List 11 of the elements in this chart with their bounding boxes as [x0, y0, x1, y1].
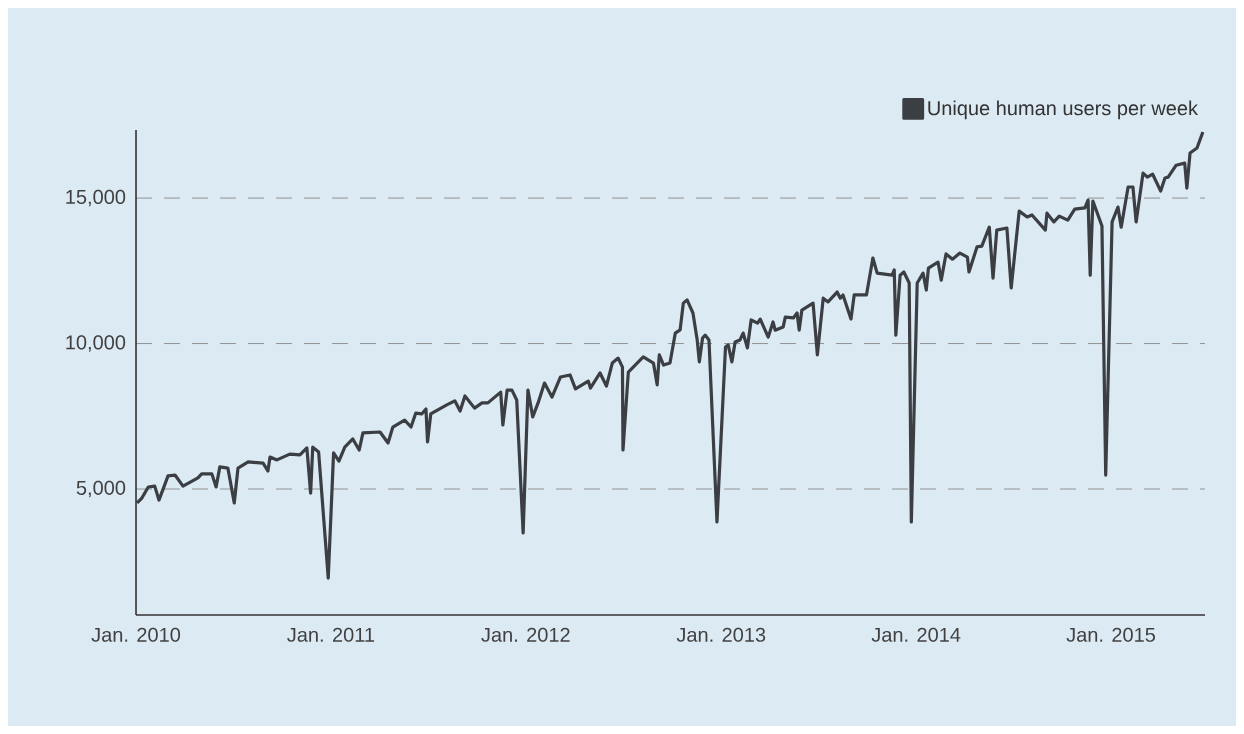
x-tick-label: Jan. 2013	[676, 627, 766, 642]
y-tick-label: 10,000	[66, 335, 126, 352]
y-tick-label: 15,000	[66, 189, 126, 207]
y-tick-label: 5,000	[76, 480, 126, 498]
legend-label: Unique human users per week	[928, 100, 1199, 120]
x-tick-label: Jan. 2015	[1066, 627, 1156, 642]
x-tick-label: Jan. 2010	[91, 627, 181, 642]
line-series	[136, 130, 1205, 580]
x-tick-label: Jan. 2011	[287, 627, 375, 642]
x-tick-label: Jan. 2014	[871, 627, 961, 642]
x-tick-label: Jan. 2012	[481, 627, 570, 642]
